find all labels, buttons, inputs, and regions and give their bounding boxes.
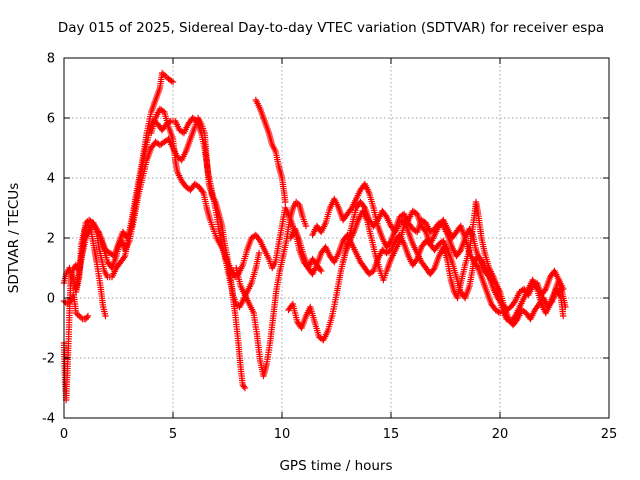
axis-ticks — [63, 57, 610, 419]
data-marks — [60, 69, 569, 404]
series-trace-f — [148, 105, 325, 281]
y-tick-label: -4 — [42, 412, 55, 427]
y-tick-label: 8 — [47, 52, 55, 67]
series-trace-k — [339, 198, 567, 326]
x-tick-label: 15 — [383, 427, 400, 442]
series-trace-c — [60, 291, 92, 323]
plus-markers — [233, 198, 310, 380]
y-tick-label: 6 — [47, 112, 55, 127]
y-tick-label: 2 — [47, 232, 55, 247]
plus-markers — [287, 216, 504, 317]
plus-markers — [60, 291, 92, 323]
plus-markers — [252, 96, 289, 206]
y-tick-label: 0 — [47, 292, 55, 307]
series-trace-e — [95, 114, 263, 311]
y-axis-label: SDTVAR / TECUs — [6, 183, 22, 293]
x-tick-label: 0 — [60, 427, 68, 442]
series-trace-l — [287, 216, 504, 317]
x-tick-label: 5 — [169, 427, 177, 442]
x-tick-label: 10 — [274, 427, 291, 442]
grid-lines — [64, 58, 609, 418]
x-tick-label: 25 — [601, 427, 618, 442]
x-tick-label: 20 — [492, 427, 509, 442]
plus-markers — [95, 114, 263, 311]
x-tick-labels: 0 5 10 15 20 25 — [60, 427, 617, 442]
series-trace-h — [252, 96, 289, 206]
series-trace-g — [233, 198, 310, 380]
y-tick-label: 4 — [47, 172, 55, 187]
plus-markers — [148, 105, 325, 281]
y-tick-labels: -4 -2 0 2 4 6 8 — [42, 52, 55, 427]
y-tick-label: -2 — [42, 352, 55, 367]
x-axis-label: GPS time / hours — [279, 458, 392, 474]
plus-markers — [339, 198, 567, 326]
chart-title: Day 015 of 2025, Sidereal Day-to-day VTE… — [58, 20, 604, 36]
